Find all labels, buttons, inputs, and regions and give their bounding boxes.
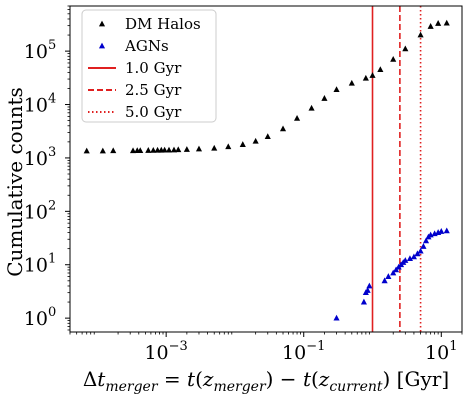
legend: DM Halos AGNs 1.0 Gyr 2.5 Gyr 5.0 Gyr	[81, 9, 217, 123]
data-point	[161, 146, 168, 153]
data-point	[308, 104, 315, 111]
data-point	[362, 74, 369, 81]
data-point	[145, 147, 152, 153]
data-point	[321, 95, 328, 101]
legend-marker-dm-halos	[98, 20, 106, 27]
legend-label-1gyr: 1.0 Gyr	[125, 59, 182, 77]
data-point	[385, 273, 392, 279]
data-point	[427, 23, 434, 29]
data-point	[420, 243, 427, 249]
data-point	[99, 147, 106, 154]
data-point	[366, 282, 373, 289]
data-point	[390, 269, 397, 276]
data-point	[364, 287, 371, 293]
data-point	[360, 298, 367, 305]
plot-frame	[69, 5, 463, 333]
data-point	[417, 247, 424, 254]
series-agns	[333, 227, 450, 321]
data-point	[239, 141, 246, 147]
data-point	[443, 19, 450, 26]
data-point	[225, 143, 232, 150]
data-point	[410, 253, 417, 260]
series-dm-halos	[83, 19, 450, 154]
data-point	[137, 147, 144, 154]
data-point	[333, 86, 340, 93]
data-point	[183, 146, 190, 152]
data-point	[348, 79, 355, 86]
data-point	[211, 144, 218, 151]
data-point	[293, 114, 301, 121]
data-point	[381, 277, 388, 284]
legend-marker-agns	[98, 42, 106, 49]
data-point	[377, 66, 384, 73]
data-point	[110, 147, 117, 154]
data-point	[417, 31, 424, 38]
data-point	[390, 56, 397, 62]
data-point	[438, 228, 445, 234]
legend-label-agns: AGNs	[124, 37, 169, 55]
data-point	[175, 146, 182, 153]
data-point	[402, 257, 409, 263]
legend-box	[81, 9, 217, 123]
data-point	[402, 45, 409, 52]
data-point	[422, 237, 430, 244]
data-point	[333, 314, 340, 321]
y-axis-label: Cumulative counts	[3, 87, 27, 277]
data-point	[279, 125, 287, 132]
data-point	[406, 255, 413, 262]
legend-label-2-5gyr: 2.5 Gyr	[125, 81, 182, 99]
data-point	[443, 227, 450, 234]
data-point	[369, 72, 376, 78]
data-point	[170, 146, 178, 153]
legend-label-dm-halos: DM Halos	[125, 15, 201, 33]
data-point	[165, 146, 173, 153]
legend-label-5gyr: 5.0 Gyr	[125, 103, 182, 121]
data-point	[264, 133, 271, 140]
data-point	[414, 250, 421, 257]
x-axis-label: Δtmerger = t(zmerger) − t(zcurrent) [Gyr…	[83, 367, 449, 395]
data-point	[83, 147, 90, 154]
data-point	[435, 20, 442, 26]
data-point	[252, 137, 259, 144]
data-point	[129, 147, 137, 154]
data-point	[195, 145, 203, 152]
data-point	[150, 146, 157, 153]
plot-area	[83, 6, 450, 332]
